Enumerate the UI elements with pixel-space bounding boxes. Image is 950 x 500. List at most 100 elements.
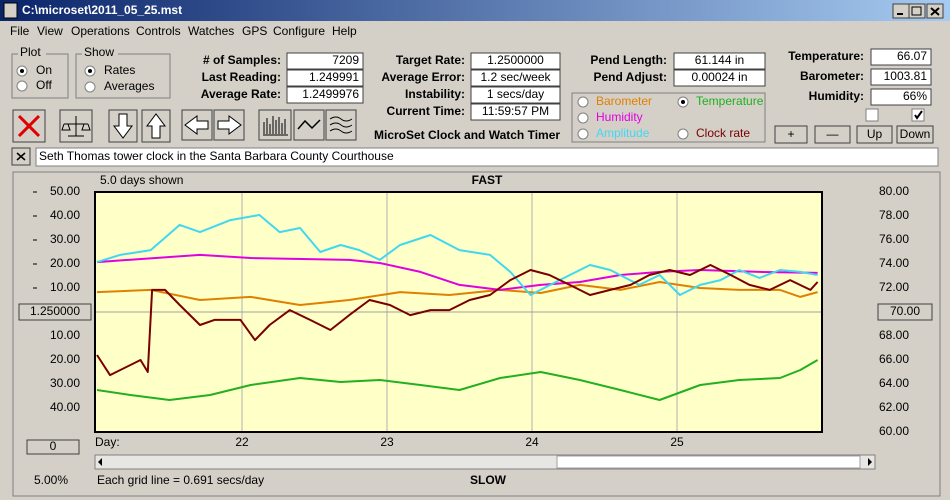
- target-rate-button[interactable]: [18, 303, 92, 321]
- readout-box: [870, 88, 932, 106]
- bars-icon: [263, 116, 288, 136]
- readout-label: Average Rate:: [201, 87, 281, 101]
- y-tick-label: 20.00: [50, 352, 80, 366]
- menu-item[interactable]: GPS: [242, 24, 267, 38]
- clear-icon: [16, 152, 26, 161]
- menu-item[interactable]: Watches: [188, 24, 234, 38]
- radio-button[interactable]: [577, 128, 589, 140]
- radio-label: On: [36, 63, 52, 77]
- y-tick-label: 50.00: [50, 184, 80, 198]
- readout-box: [286, 86, 364, 104]
- menu-item[interactable]: Help: [332, 24, 357, 38]
- menu-bar: File View Operations Controls Watches GPS Conf…: [10, 24, 357, 38]
- radio-button[interactable]: [84, 81, 96, 93]
- menu-item[interactable]: View: [37, 24, 63, 38]
- maximize-button[interactable]: [908, 3, 926, 19]
- slow-label: SLOW: [470, 473, 507, 487]
- menu-item[interactable]: Controls: [136, 24, 181, 38]
- radio-button[interactable]: [577, 112, 589, 124]
- series-line: [96, 281, 818, 306]
- legend-entry[interactable]: Amplitude: [596, 126, 650, 140]
- readout-value: 66%: [903, 89, 927, 103]
- grid-note: Each grid line = 0.691 secs/day: [97, 473, 264, 487]
- offset-button-label: 0: [50, 439, 57, 453]
- axes: 22 23 24 25 50.00 40.00 30.00 20.00 10.00 1.25000…: [18, 184, 933, 449]
- readout-box: [470, 52, 561, 70]
- series-line: [96, 264, 819, 377]
- menu-item[interactable]: Operations: [71, 24, 130, 38]
- readout-box: [870, 68, 932, 86]
- y-tick-label: 40.00: [50, 400, 80, 414]
- button[interactable]: [814, 125, 851, 144]
- radio-button[interactable]: [16, 80, 28, 92]
- down-icon: [113, 113, 133, 139]
- checkbox[interactable]: [865, 108, 879, 122]
- y2-tick-label: 62.00: [879, 400, 909, 414]
- up-icon: [146, 113, 166, 139]
- y2-tick-label: 76.00: [879, 232, 909, 246]
- left-icon: [184, 115, 209, 135]
- menu-item[interactable]: File: [10, 24, 30, 38]
- scale-label: 5.00%: [34, 473, 68, 487]
- y2-tick-label: 78.00: [879, 208, 909, 222]
- y-tick-label: 40.00: [50, 208, 80, 222]
- y2-tick-label: 74.00: [879, 256, 909, 270]
- button[interactable]: [896, 125, 934, 144]
- group-label-bg: [82, 47, 118, 59]
- readout-label: Instability:: [405, 87, 465, 101]
- description-box[interactable]: [35, 147, 939, 167]
- y2-tick-label: 80.00: [879, 184, 909, 198]
- readout-value: 1.2499976: [302, 87, 359, 101]
- y2-tick-label: 68.00: [879, 328, 909, 342]
- button[interactable]: [856, 125, 893, 144]
- y2-tick-label: 70.00: [890, 304, 920, 318]
- toolbar: [12, 109, 357, 143]
- readout-box: [673, 69, 766, 87]
- button[interactable]: [774, 125, 808, 144]
- fast-label: FAST: [472, 173, 503, 187]
- readout-box: [870, 48, 932, 66]
- x-tick-label: 22: [235, 435, 249, 449]
- readout-value: 1.2 sec/week: [480, 70, 551, 84]
- readout-label: Pend Length:: [590, 53, 667, 67]
- x-tick-label: 23: [380, 435, 394, 449]
- readout-value: 7209: [332, 53, 359, 67]
- readout-label: # of Samples:: [203, 53, 281, 67]
- readout-label: Average Error:: [381, 70, 465, 84]
- button-label: +: [787, 127, 794, 141]
- scroll-thumb[interactable]: [556, 455, 861, 469]
- offset-button[interactable]: [26, 439, 80, 455]
- button-row: + — Up Down: [774, 125, 934, 144]
- days-shown: 5.0 days shown: [100, 173, 183, 187]
- legend-entry[interactable]: Clock rate: [696, 126, 750, 140]
- legend-entry[interactable]: Barometer: [596, 94, 652, 108]
- y-tick-label: 10.00: [50, 280, 80, 294]
- y2-center-button[interactable]: [877, 303, 933, 321]
- x-tick-label: 25: [670, 435, 684, 449]
- y2-tick-label: 64.00: [879, 376, 909, 390]
- readout-value: 66.07: [897, 49, 927, 63]
- minimize-button[interactable]: [892, 3, 910, 19]
- radio-button[interactable]: [677, 128, 689, 140]
- menu-item[interactable]: Configure: [273, 24, 325, 38]
- legend: Barometer Temperature Humidity Amplitude Clo…: [577, 94, 764, 140]
- readout-value: 1.2500000: [487, 53, 544, 67]
- group-title: Plot: [20, 45, 41, 59]
- y-tick-label: 30.00: [50, 376, 80, 390]
- legend-entry[interactable]: Humidity: [596, 110, 643, 124]
- window-title: C:\microset\2011_05_25.mst: [22, 3, 182, 17]
- close-icon: [930, 7, 940, 16]
- y-tick-label: 1.250000: [30, 304, 80, 318]
- radio-dot: [88, 69, 92, 73]
- trend-icon: [297, 119, 321, 130]
- legend-entry[interactable]: Temperature: [696, 94, 764, 108]
- smooth-icon: [329, 116, 353, 134]
- window-controls: [892, 3, 944, 19]
- readout-box: [286, 52, 364, 70]
- group-title: Show: [84, 45, 114, 59]
- radio-button[interactable]: [577, 96, 589, 108]
- x-tick-label: 24: [525, 435, 539, 449]
- radio-dot: [681, 100, 685, 104]
- data-lines: [96, 214, 819, 401]
